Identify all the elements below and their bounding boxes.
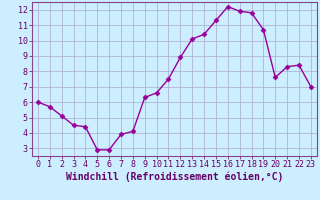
- X-axis label: Windchill (Refroidissement éolien,°C): Windchill (Refroidissement éolien,°C): [66, 172, 283, 182]
